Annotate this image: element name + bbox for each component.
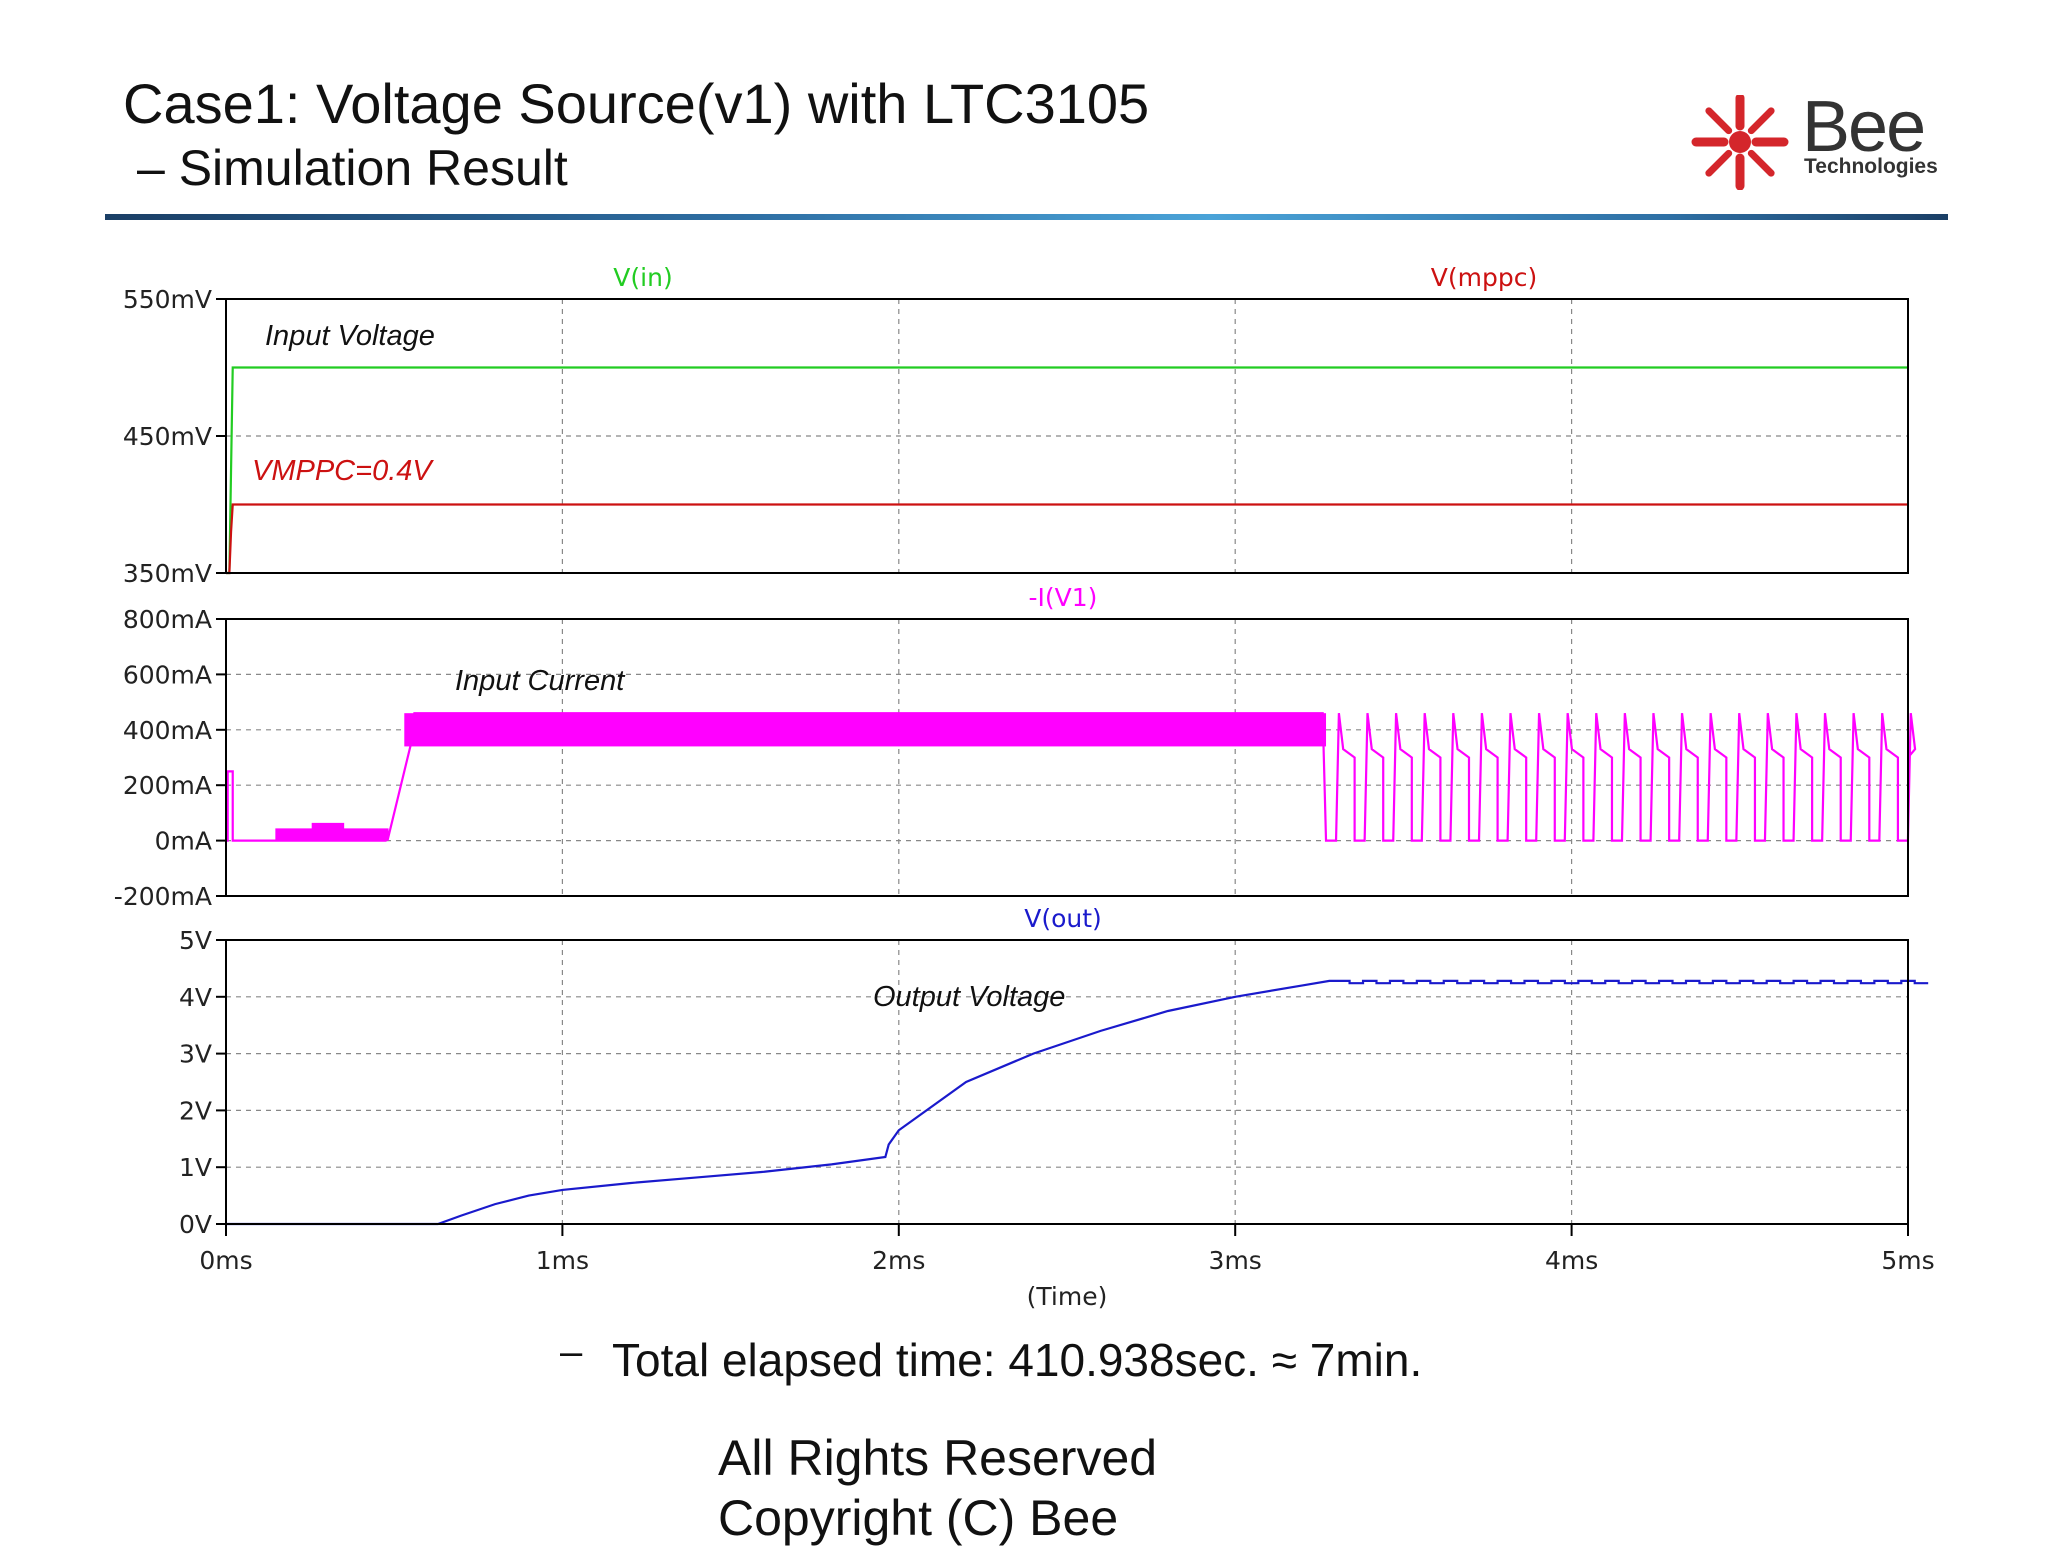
x-tick-label: 1ms [536,1246,589,1275]
slide-title: Case1: Voltage Source(v1) with LTC3105 [123,72,1150,135]
y-tick-label: 600mA [123,660,212,689]
rights-line-1: All Rights Reserved [718,1430,1158,1486]
vmppc-annotation: VMPPC=0.4V [252,455,434,487]
logo-spoke [1747,149,1775,177]
panel-annotation: Output Voltage [873,981,1065,1013]
x-tick-label: 0ms [199,1246,252,1275]
series-line [226,366,1908,575]
plot-frame [225,618,1909,897]
y-tick-label: 3V [179,1040,212,1069]
series-line [226,712,1917,842]
x-tick-label: 5ms [1881,1246,1934,1275]
logo-spoke [1705,107,1733,135]
legend-label: V(out) [1024,904,1102,933]
logo-spoke [1705,149,1733,177]
x-tick-label: 4ms [1545,1246,1598,1275]
elapsed-bullet: – [560,1330,583,1374]
logo-spoke [1747,107,1775,135]
legend-label: V(mppc) [1431,263,1537,292]
y-tick-label: 2V [179,1096,212,1125]
panel-annotation: Input Voltage [265,320,435,352]
y-tick-label: 0V [179,1210,212,1239]
bee-sunburst-icon [1691,95,1789,190]
current-switching-band [404,713,1327,747]
y-tick-label: 400mA [123,716,212,745]
x-tick-label: 2ms [872,1246,925,1275]
series-line [226,979,1929,1226]
elapsed-time-text: Total elapsed time: 410.938sec. ≈ 7min. [612,1334,1423,1386]
y-tick-label: 200mA [123,771,212,800]
panel-annotation: Input Current [455,665,626,697]
y-tick-label: 450mV [123,422,212,451]
y-tick-label: -200mA [114,882,212,911]
y-tick-label: 350mV [123,559,212,588]
plot-frame [225,298,1909,574]
y-tick-label: 800mA [123,605,212,634]
y-tick-label: 5V [179,926,212,955]
header-divider [105,214,1948,220]
y-tick-label: 0mA [155,827,212,856]
x-tick-label: 3ms [1209,1246,1262,1275]
y-tick-label: 1V [179,1153,212,1182]
legend-label: -I(V1) [1029,583,1098,612]
rights-line-2: Copyright (C) Bee [718,1490,1119,1546]
slide-subtitle: – Simulation Result [137,140,568,196]
logo-wordmark: Bee [1802,87,1926,167]
y-tick-label: 550mV [123,285,212,314]
plot-frame [225,939,1909,1225]
legend-label: V(in) [613,263,672,292]
logo-center [1729,131,1751,153]
y-tick-label: 4V [179,983,212,1012]
series-line [226,503,1908,575]
x-axis-label: (Time) [1027,1282,1108,1311]
logo-subtitle: Technologies [1804,155,1938,178]
bee-logo: Bee Technologies [1690,91,1950,190]
simulation-chart: 550mV 450mV 350mV V(in) V(mppc) Input Voltage… [114,263,1935,1311]
